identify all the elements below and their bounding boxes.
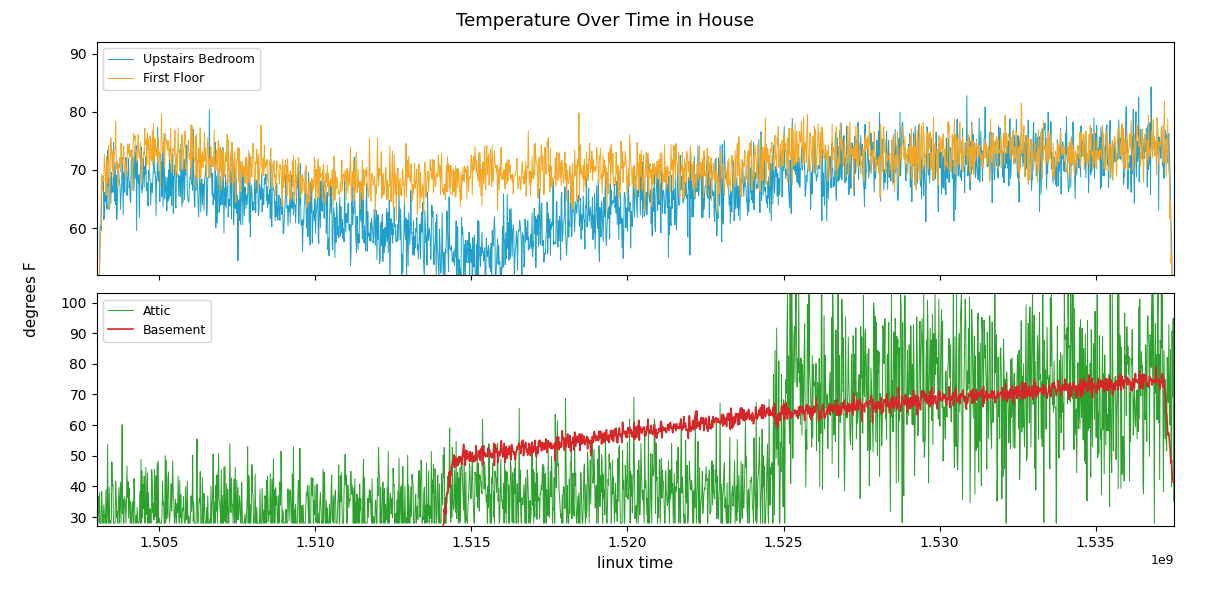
First Floor — [90, 379, 104, 386]
Line: Basement: Basement — [442, 367, 1174, 538]
Upstairs Bedroom — [1135, 155, 1150, 163]
Line: First Floor: First Floor — [97, 101, 1174, 383]
Attic — [584, 449, 599, 456]
First Floor — [144, 157, 159, 164]
First Floor — [613, 186, 628, 193]
Legend: Attic, Basement: Attic, Basement — [103, 300, 212, 342]
Upstairs Bedroom — [938, 149, 952, 156]
Basement — [938, 390, 952, 398]
Attic — [780, 290, 795, 297]
First Floor — [584, 148, 599, 155]
Attic — [1135, 362, 1150, 369]
Basement — [1135, 382, 1150, 389]
Upstairs Bedroom — [144, 179, 159, 187]
Upstairs Bedroom — [1143, 83, 1158, 90]
Attic — [144, 466, 159, 473]
Attic — [1136, 481, 1151, 488]
Upstairs Bedroom — [584, 212, 599, 219]
Attic — [938, 435, 952, 442]
X-axis label: linux time: linux time — [597, 556, 674, 570]
Upstairs Bedroom — [1135, 142, 1150, 149]
Upstairs Bedroom — [613, 189, 628, 196]
Basement — [613, 433, 628, 440]
Basement — [1135, 371, 1150, 379]
First Floor — [938, 168, 952, 175]
Line: Attic: Attic — [97, 294, 1174, 523]
Attic — [613, 520, 628, 527]
First Floor — [1135, 126, 1150, 133]
Text: degrees F: degrees F — [24, 261, 39, 337]
Basement — [584, 440, 599, 447]
Legend: Upstairs Bedroom, First Floor: Upstairs Bedroom, First Floor — [103, 48, 260, 90]
Text: Temperature Over Time in House: Temperature Over Time in House — [456, 12, 754, 30]
Line: Upstairs Bedroom: Upstairs Bedroom — [97, 87, 1174, 370]
First Floor — [1157, 97, 1171, 105]
Upstairs Bedroom — [90, 366, 104, 373]
Text: 1e9: 1e9 — [1151, 554, 1174, 567]
First Floor — [1166, 332, 1181, 339]
Upstairs Bedroom — [1166, 354, 1181, 361]
Attic — [1166, 498, 1181, 505]
Basement — [1166, 478, 1181, 486]
Attic — [90, 520, 104, 527]
First Floor — [1135, 138, 1150, 145]
